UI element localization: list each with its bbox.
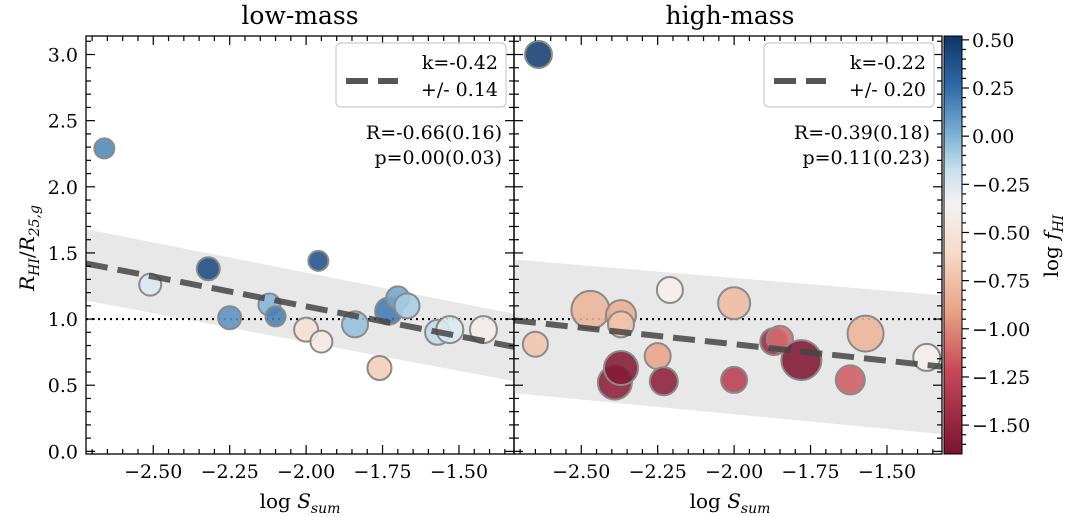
stat-pvalue: p=0.11(0.23) <box>802 147 930 169</box>
plot-content <box>514 40 942 435</box>
y-tick-label: 0.0 <box>48 441 78 463</box>
data-point <box>264 305 287 328</box>
x-tick-label: −1.50 <box>858 461 916 483</box>
colorbar-label: log fHI <box>1039 214 1067 277</box>
axes-frame <box>513 35 943 455</box>
data-point <box>834 364 866 396</box>
data-point <box>570 289 611 330</box>
x-tick-label: −2.25 <box>201 461 259 483</box>
plot-content <box>86 137 514 382</box>
colorbar-gradient <box>943 35 963 455</box>
data-point <box>93 137 116 160</box>
stat-correlation: R=-0.66(0.16) <box>366 122 502 144</box>
x-tick-label: −2.50 <box>124 461 182 483</box>
data-point <box>655 275 684 304</box>
plot-area-low-mass: −2.50 −2.25 −2.00 −1.75 −1.50 0.0 0.5 1.0 1.5 2.0… <box>48 35 515 483</box>
colorbar-label-text: log fHI <box>1039 214 1067 277</box>
data-point <box>648 366 679 397</box>
stat-correlation: R=-0.39(0.18) <box>794 122 930 144</box>
data-point <box>643 342 672 371</box>
panel-title-low-mass: low-mass <box>241 1 358 30</box>
colorbar-tick-label: 0.00 <box>972 126 1014 148</box>
legend-slope: k=-0.42 <box>422 52 498 74</box>
x-axis-label-low-mass-text: log Ssum <box>260 489 341 517</box>
x-tick-label: −1.50 <box>430 461 488 483</box>
data-point <box>307 249 330 272</box>
data-point <box>195 256 221 282</box>
data-point <box>217 305 243 331</box>
x-tick-label: −2.50 <box>552 461 610 483</box>
plot-area-high-mass: −2.50 −2.25 −2.00 −1.75 −1.50 k=-0.22 +/- 0.20… <box>513 35 943 483</box>
fit-line <box>514 317 942 370</box>
data-point <box>720 365 749 394</box>
y-tick-label: 2.0 <box>48 177 78 199</box>
data-point <box>393 292 421 320</box>
colorbar-tick-label: −1.00 <box>972 319 1030 341</box>
legend-box <box>763 42 935 108</box>
x-tick-label: −1.75 <box>781 461 839 483</box>
y-axis-label-text: RHI/R25,g <box>15 205 43 292</box>
colorbar-tick-label: 0.25 <box>972 78 1014 100</box>
x-tick-label: −2.00 <box>277 461 335 483</box>
data-point <box>523 40 553 70</box>
stat-pvalue: p=0.00(0.03) <box>374 147 502 169</box>
y-tick-label: 1.5 <box>48 243 78 265</box>
x-axis-label-low-mass: log Ssum <box>260 489 341 517</box>
x-tick-label: −1.75 <box>353 461 411 483</box>
legend-error: +/- 0.14 <box>421 79 498 101</box>
confidence-band <box>86 229 514 382</box>
y-tick-label: 3.0 <box>48 45 78 67</box>
data-point <box>309 329 334 354</box>
panel-title-high-mass: high-mass <box>666 1 795 30</box>
data-point <box>366 355 393 382</box>
data-point <box>521 330 549 358</box>
colorbar-tick-label: −0.25 <box>972 174 1030 196</box>
colorbar-tick-label: −1.50 <box>972 415 1030 437</box>
y-axis-label: RHI/R25,g <box>15 205 43 292</box>
x-axis-label-high-mass: log Ssum <box>690 489 771 517</box>
colorbar: 0.50 0.25 0.00 −0.25 −0.50 −0.75 −1.00 −1.25 −1.… <box>943 30 1067 455</box>
x-axis-label-high-mass-text: log Ssum <box>690 489 771 517</box>
legend: k=-0.42 +/- 0.14 <box>335 42 507 108</box>
legend-slope: k=-0.22 <box>850 52 926 74</box>
data-point <box>846 314 885 353</box>
data-point <box>717 286 752 321</box>
colorbar-tick-label: −0.50 <box>972 222 1030 244</box>
panel-high-mass: high-mass −2.50 −2.25 −2.00 −1.75 −1.50 k=-0.… <box>513 1 943 483</box>
y-tick-label: 0.5 <box>48 375 78 397</box>
colorbar-tick-label: 0.50 <box>972 30 1014 52</box>
colorbar-tick-label: −0.75 <box>972 271 1030 293</box>
legend-error: +/- 0.20 <box>849 79 926 101</box>
colorbar-tick-label: −1.25 <box>972 367 1030 389</box>
data-point <box>603 350 639 387</box>
x-tick-label: −2.25 <box>629 461 687 483</box>
x-tick-label: −2.00 <box>705 461 763 483</box>
colorbar-ticks: 0.50 0.25 0.00 −0.25 −0.50 −0.75 −1.00 −1.25 −1.… <box>962 30 1030 445</box>
data-point <box>780 339 823 382</box>
legend: k=-0.22 +/- 0.20 <box>763 42 935 108</box>
panel-low-mass: low-mass −2.50 −2.25 −2.00 −1.75 −1.50 0.0 0.5… <box>48 1 515 483</box>
y-tick-label: 2.5 <box>48 111 78 133</box>
y-tick-label: 1.0 <box>48 309 78 331</box>
fit-line <box>86 260 514 350</box>
legend-box <box>335 42 507 108</box>
data-point <box>341 310 370 339</box>
